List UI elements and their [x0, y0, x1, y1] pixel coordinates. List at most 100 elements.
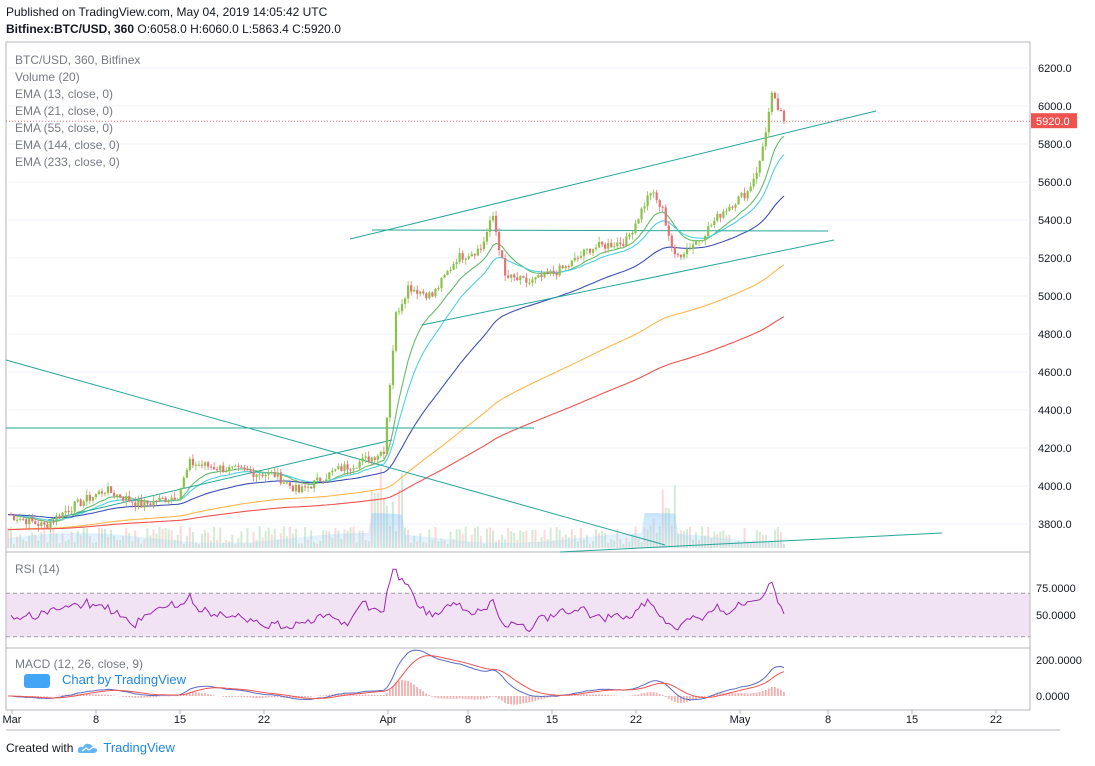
candle-body	[222, 465, 225, 472]
candle-body	[552, 270, 555, 274]
candle-body	[640, 208, 643, 220]
candle-body	[264, 474, 267, 477]
candle-body	[200, 464, 204, 466]
volume-bar	[252, 531, 255, 548]
macd-histogram-bar	[737, 692, 740, 696]
candle-body	[25, 519, 28, 525]
candle-body	[476, 248, 479, 256]
candle-body	[279, 472, 282, 484]
macd-histogram-bar	[783, 691, 785, 696]
footer-brand[interactable]: TradingView	[103, 740, 175, 755]
candle-body	[655, 192, 658, 201]
macd-histogram-bar	[249, 696, 252, 698]
footer: Created with TradingView	[6, 740, 175, 755]
candle-body	[413, 289, 416, 292]
macd-histogram-bar	[513, 696, 516, 705]
candle-body	[134, 502, 137, 507]
macd-histogram-bar	[534, 696, 537, 701]
candle-body	[461, 253, 464, 260]
candle-body	[300, 486, 304, 493]
time-axis[interactable]: Mar 8 15 22 Apr 8 15 22 May 8 15 22	[3, 710, 1003, 726]
price-tick-label: 4800.0	[1038, 329, 1072, 341]
rsi-line	[10, 568, 785, 633]
candle-body	[225, 471, 228, 473]
macd-histogram-bar	[595, 694, 597, 696]
candle-body	[146, 500, 149, 504]
macd-histogram-bar	[767, 688, 770, 696]
macd-histogram-bar	[725, 692, 728, 696]
macd-histogram-bar	[85, 693, 88, 696]
macd-histogram-bar	[240, 696, 243, 698]
candle-body	[203, 462, 207, 466]
volume-bar	[558, 530, 561, 548]
rsi-pane[interactable]	[5, 551, 1031, 649]
candle-body	[337, 466, 340, 470]
candle-body	[325, 479, 328, 483]
candle-body	[103, 492, 107, 494]
volume-bar	[170, 530, 173, 548]
macd-histogram-bar	[710, 694, 713, 696]
macd-histogram-bar	[370, 694, 373, 696]
candle-body	[619, 242, 622, 244]
main-pane[interactable]	[5, 41, 1031, 553]
macd-histogram-bar	[704, 696, 706, 697]
candle-body	[446, 270, 449, 275]
macd-histogram-bar	[37, 696, 40, 697]
candle-body	[255, 474, 258, 477]
macd-histogram-bar	[191, 692, 194, 696]
volume-bar	[204, 530, 207, 548]
macd-histogram-bar	[197, 692, 200, 696]
volume-bar	[534, 530, 537, 548]
macd-histogram-bar	[258, 696, 261, 698]
rsi-indicator: 75.0000 50.0000	[6, 568, 1076, 638]
macd-histogram-bar	[261, 696, 264, 698]
candle-body	[564, 266, 567, 269]
legend-item: Volume (20)	[15, 70, 80, 84]
price-axis[interactable]: 6200.0 6000.0 5800.0 5600.0 5400.0 5200.0 5000…	[6, 63, 1077, 531]
macd-histogram-bar	[458, 696, 461, 699]
trend-line	[421, 239, 835, 326]
macd-histogram-bar	[407, 680, 409, 696]
macd-histogram-bar	[301, 696, 303, 698]
macd-histogram-bar	[395, 682, 397, 696]
macd-histogram-bar	[88, 694, 91, 696]
macd-histogram-bar	[213, 695, 215, 696]
candle-body	[591, 249, 595, 253]
macd-histogram-bar	[100, 694, 103, 696]
macd-histogram-bar	[82, 693, 85, 696]
price-tick-label: 4600.0	[1038, 367, 1072, 379]
candle-body	[434, 288, 437, 297]
macd-histogram-bar	[328, 694, 331, 696]
macd-histogram-bar	[546, 696, 549, 698]
candle-body	[661, 206, 664, 208]
candle-body	[782, 110, 786, 122]
volume-bar	[779, 532, 782, 548]
macd-histogram-bar	[482, 696, 485, 700]
candle-body	[440, 277, 443, 289]
candle-body	[443, 274, 446, 278]
macd-histogram-bar	[440, 696, 443, 699]
candle-body	[749, 186, 752, 192]
macd-histogram-bar	[470, 696, 473, 700]
candle-body	[128, 496, 131, 502]
macd-histogram-bar	[134, 696, 137, 698]
macd-histogram-bar	[516, 696, 519, 705]
candle-body	[688, 248, 692, 250]
macd-histogram-bar	[740, 692, 743, 696]
macd-histogram-bar	[128, 696, 131, 698]
macd-histogram-bar	[664, 696, 667, 697]
candle-body	[773, 92, 777, 99]
time-tick-label: Mar	[3, 714, 22, 726]
candle-body	[191, 458, 195, 466]
candle-body	[61, 512, 64, 519]
macd-histogram-bar	[304, 696, 306, 698]
macd-histogram-bar	[476, 696, 479, 700]
macd-histogram-bar	[76, 693, 79, 696]
candle-body	[303, 486, 307, 488]
candle-body	[52, 521, 55, 523]
macd-histogram-bar	[452, 696, 455, 699]
macd-histogram-bar	[307, 696, 309, 698]
candle-body	[588, 248, 592, 253]
macd-histogram-bar	[385, 693, 388, 696]
